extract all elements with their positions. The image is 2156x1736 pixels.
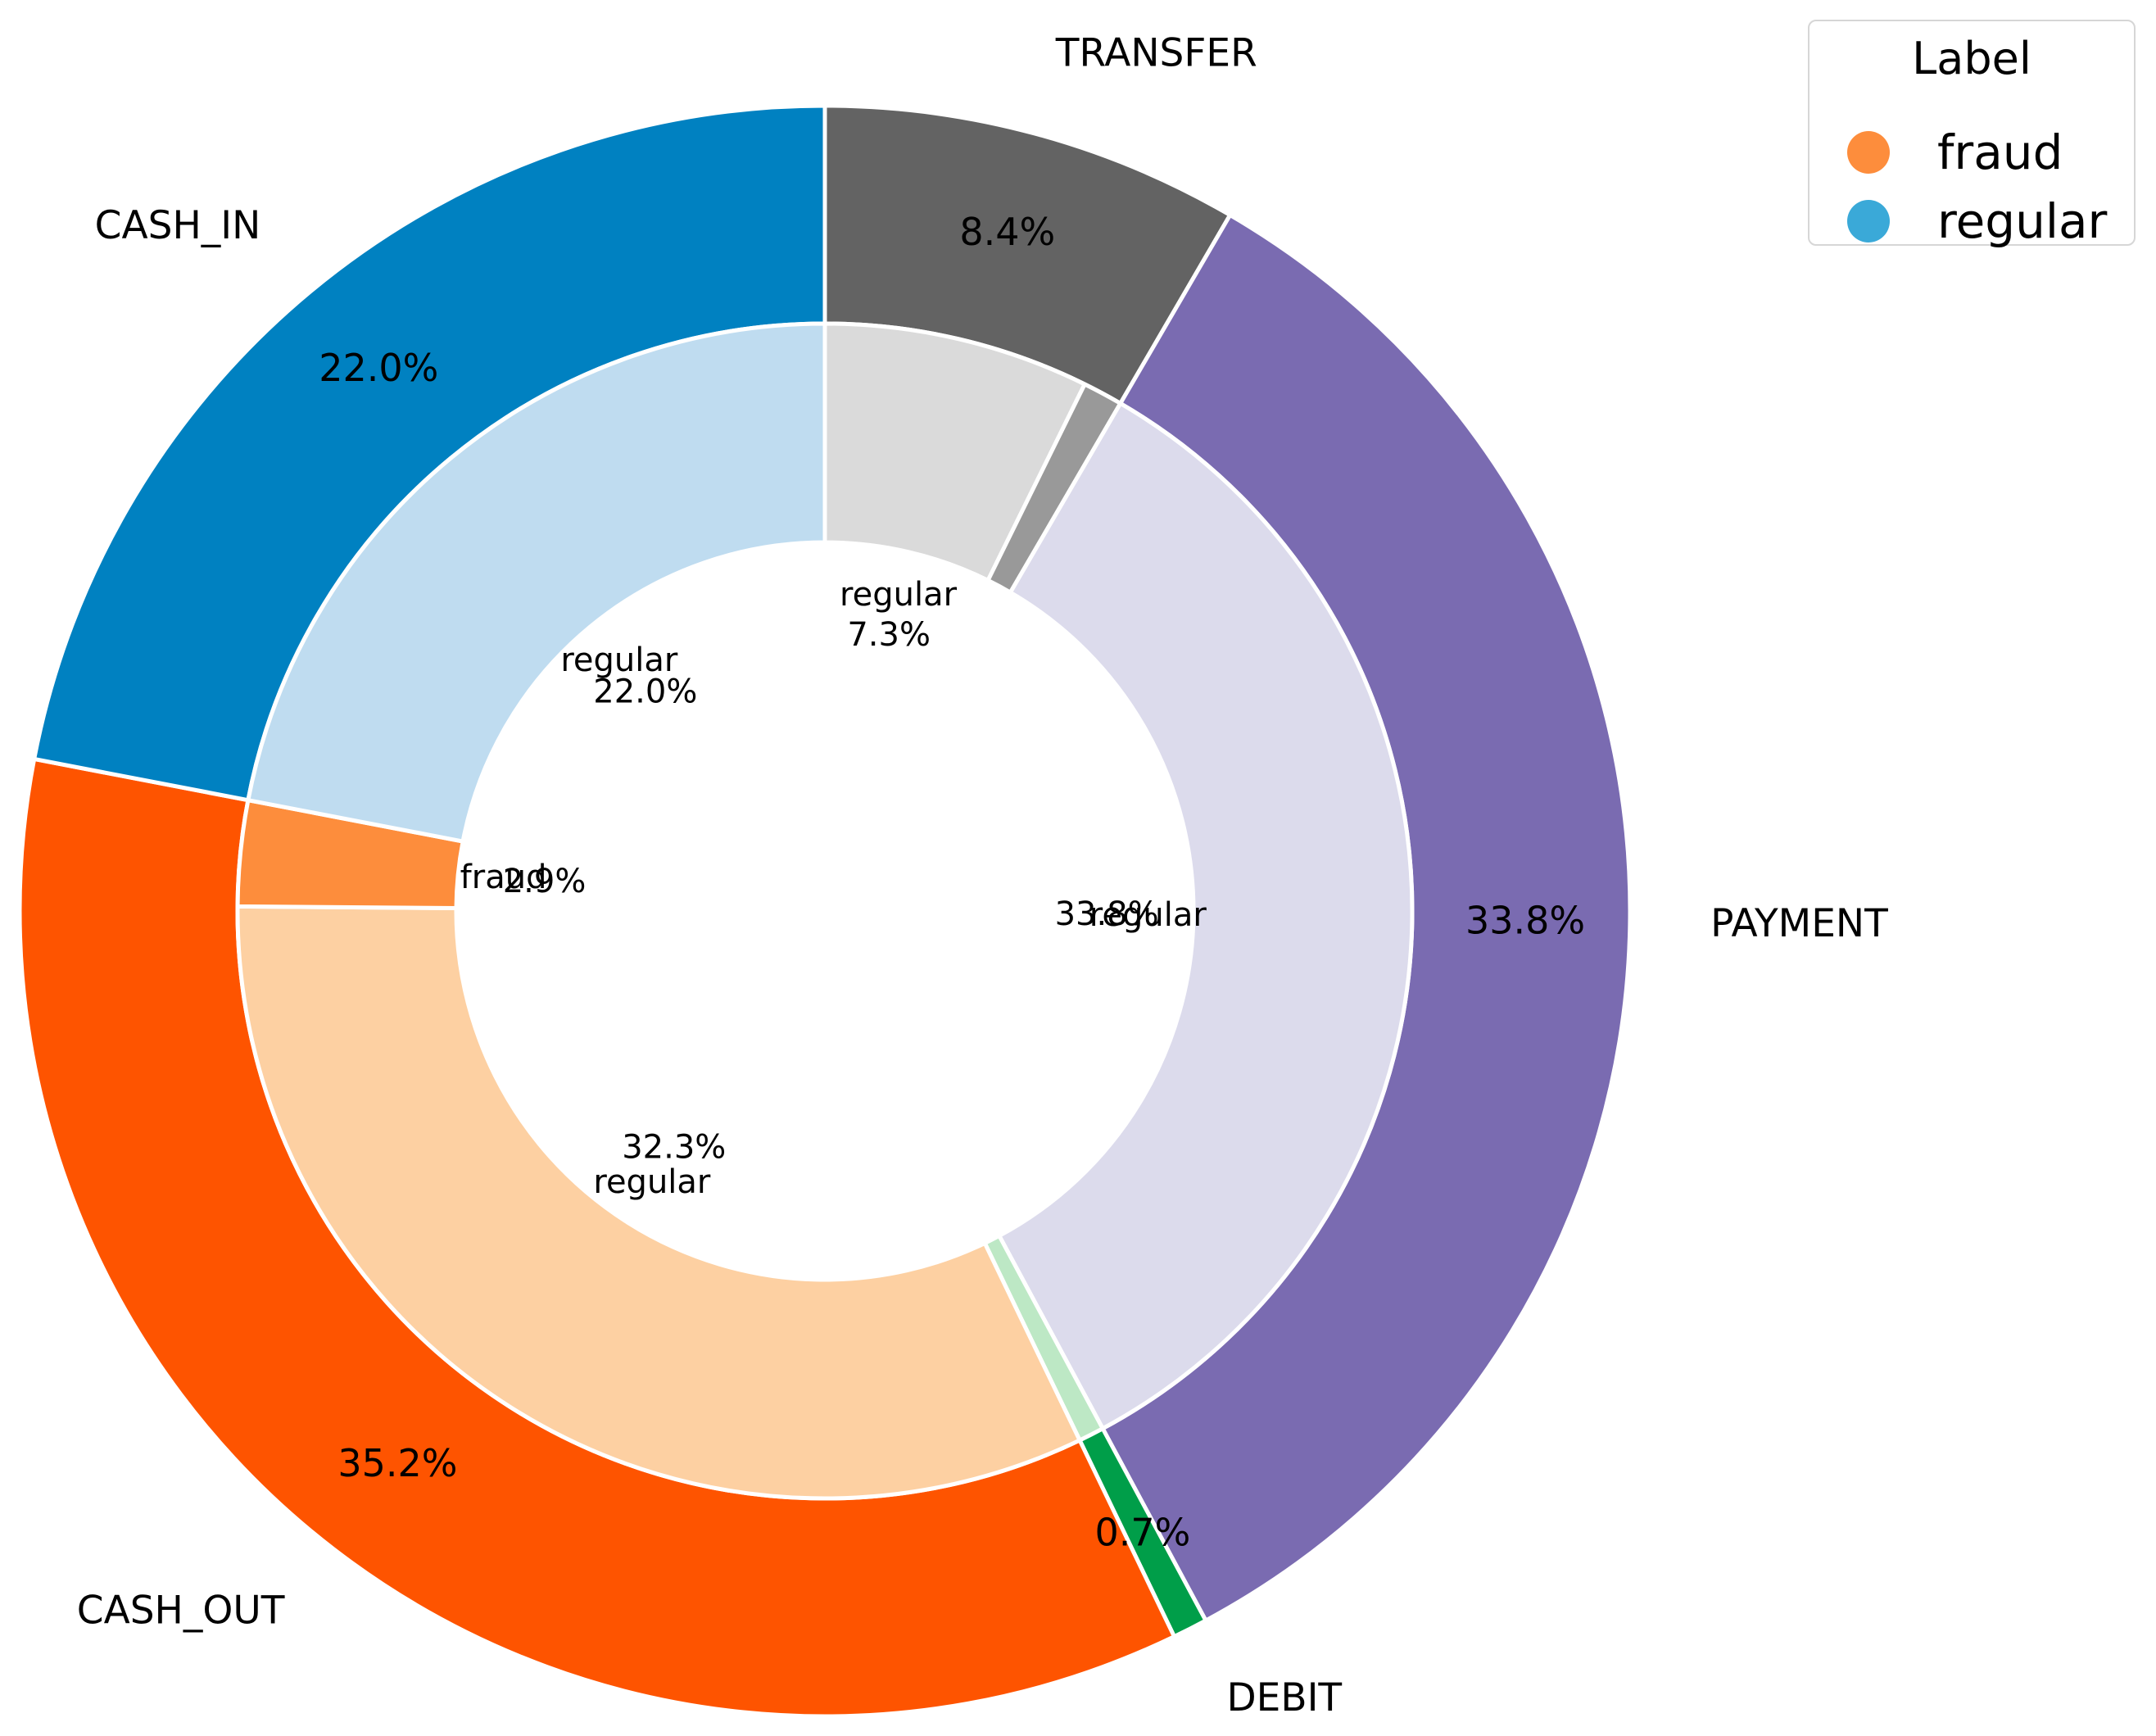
legend-item-fraud: fraud [1847,125,2063,180]
inner-percent-label-cash-in-regular: 22.0% [593,673,697,711]
inner-label-payment-regular: regular [1089,896,1207,934]
outer-percent-label-payment: 33.8% [1465,898,1585,942]
legend-label-regular: regular [1937,193,2108,249]
category-label-cash-in: CASH_IN [95,203,261,248]
category-label-payment: PAYMENT [1710,901,1888,946]
outer-percent-label-transfer: 8.4% [959,210,1055,254]
inner-label-cash-in-regular: regular [560,641,678,679]
inner-percent-label-payment-regular: 33.8% [1055,895,1159,933]
inner-slice-payment-regular [997,401,1415,1431]
inner-label-cash-out-regular: regular [593,1163,711,1201]
outer-percent-label-cash-in: 22.0% [319,346,438,390]
category-label-transfer: TRANSFER [1055,31,1257,76]
legend-marker-fraud [1847,131,1890,174]
inner-label-cash-out-fraud: fraud [460,859,547,896]
legend-title: Label [1912,33,2031,84]
outer-percent-label-cash-out: 35.2% [337,1441,457,1485]
legend: Label fraud regular [1808,20,2136,249]
inner-percent-label-cash-out-fraud: 2.9% [503,863,587,900]
inner-slice-cash-in-regular [246,321,827,844]
inner-label-transfer-regular: regular [840,576,958,614]
inner-percent-label-cash-out-regular: 32.3% [622,1129,726,1167]
category-label-debit: DEBIT [1226,1675,1342,1720]
inner-slice-cash-out-regular [235,904,1082,1501]
outer-percent-label-debit: 0.7% [1094,1511,1190,1555]
category-label-cash-out: CASH_OUT [77,1588,285,1633]
legend-label-fraud: fraud [1937,125,2063,180]
legend-marker-regular [1847,200,1890,242]
inner-percent-label-transfer-regular: 7.3% [847,616,931,654]
legend-item-regular: regular [1847,193,2108,249]
